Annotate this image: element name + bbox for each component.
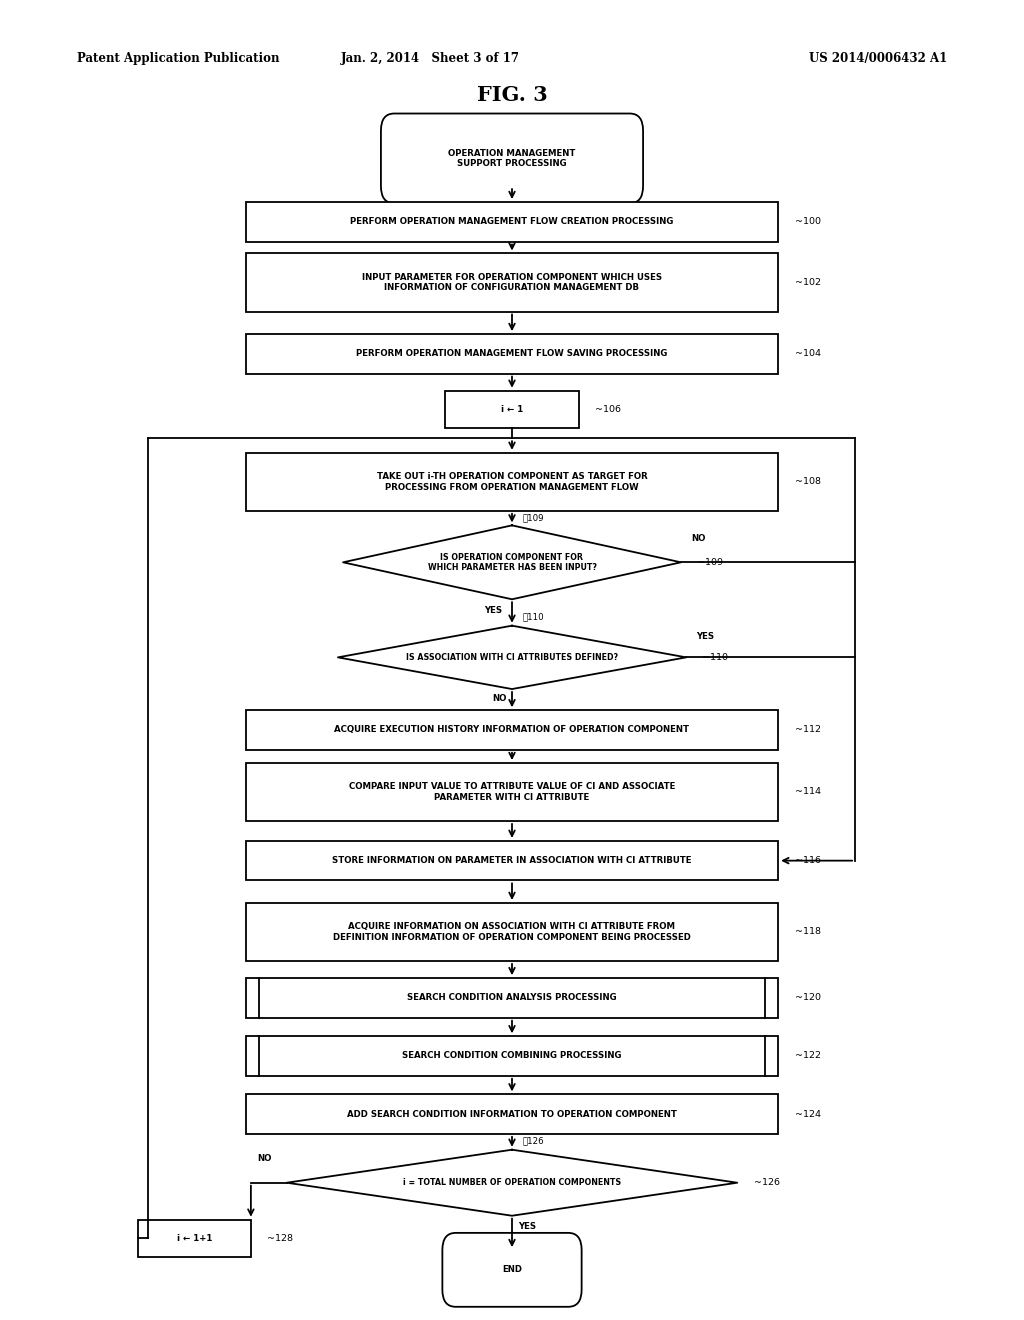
Text: ~128: ~128 [267, 1234, 293, 1242]
Text: ~112: ~112 [795, 726, 820, 734]
Text: ~100: ~100 [795, 218, 820, 226]
Text: ~108: ~108 [795, 478, 820, 486]
FancyBboxPatch shape [442, 1233, 582, 1307]
Text: ⤶109: ⤶109 [522, 513, 544, 523]
Text: ACQUIRE INFORMATION ON ASSOCIATION WITH CI ATTRIBUTE FROM
DEFINITION INFORMATION: ACQUIRE INFORMATION ON ASSOCIATION WITH … [333, 923, 691, 941]
Text: YES: YES [484, 606, 503, 615]
Text: ~124: ~124 [795, 1110, 820, 1118]
Text: SEARCH CONDITION ANALYSIS PROCESSING: SEARCH CONDITION ANALYSIS PROCESSING [408, 994, 616, 1002]
FancyBboxPatch shape [381, 114, 643, 203]
Text: Patent Application Publication: Patent Application Publication [77, 51, 280, 65]
FancyBboxPatch shape [246, 453, 778, 511]
Text: ⤶126: ⤶126 [522, 1137, 544, 1146]
Text: COMPARE INPUT VALUE TO ATTRIBUTE VALUE OF CI AND ASSOCIATE
PARAMETER WITH CI ATT: COMPARE INPUT VALUE TO ATTRIBUTE VALUE O… [349, 783, 675, 801]
Text: NO: NO [493, 694, 507, 704]
Text: ~118: ~118 [795, 928, 820, 936]
Text: IS ASSOCIATION WITH CI ATTRIBUTES DEFINED?: IS ASSOCIATION WITH CI ATTRIBUTES DEFINE… [406, 653, 618, 661]
Polygon shape [343, 525, 681, 599]
Text: ~120: ~120 [795, 994, 820, 1002]
FancyBboxPatch shape [246, 334, 778, 374]
Text: US 2014/0006432 A1: US 2014/0006432 A1 [809, 51, 947, 65]
Text: STORE INFORMATION ON PARAMETER IN ASSOCIATION WITH CI ATTRIBUTE: STORE INFORMATION ON PARAMETER IN ASSOCI… [332, 857, 692, 865]
Text: ~116: ~116 [795, 857, 820, 865]
Text: i ← 1: i ← 1 [501, 405, 523, 413]
FancyBboxPatch shape [246, 1036, 778, 1076]
Text: TAKE OUT i-TH OPERATION COMPONENT AS TARGET FOR
PROCESSING FROM OPERATION MANAGE: TAKE OUT i-TH OPERATION COMPONENT AS TAR… [377, 473, 647, 491]
Text: ~102: ~102 [795, 279, 820, 286]
FancyBboxPatch shape [246, 253, 778, 312]
FancyBboxPatch shape [246, 763, 778, 821]
Text: ADD SEARCH CONDITION INFORMATION TO OPERATION COMPONENT: ADD SEARCH CONDITION INFORMATION TO OPER… [347, 1110, 677, 1118]
Text: YES: YES [696, 632, 715, 640]
Text: ⤶110: ⤶110 [522, 612, 544, 622]
FancyBboxPatch shape [246, 903, 778, 961]
Text: NO: NO [257, 1155, 271, 1163]
Text: NO: NO [691, 535, 706, 543]
FancyBboxPatch shape [445, 391, 579, 428]
FancyBboxPatch shape [246, 202, 778, 242]
Polygon shape [287, 1150, 737, 1216]
Text: PERFORM OPERATION MANAGEMENT FLOW CREATION PROCESSING: PERFORM OPERATION MANAGEMENT FLOW CREATI… [350, 218, 674, 226]
Text: ACQUIRE EXECUTION HISTORY INFORMATION OF OPERATION COMPONENT: ACQUIRE EXECUTION HISTORY INFORMATION OF… [335, 726, 689, 734]
FancyBboxPatch shape [246, 710, 778, 750]
Text: YES: YES [518, 1222, 537, 1232]
FancyBboxPatch shape [138, 1220, 251, 1257]
Text: ~114: ~114 [795, 788, 820, 796]
Text: FIG. 3: FIG. 3 [476, 84, 548, 106]
Text: INPUT PARAMETER FOR OPERATION COMPONENT WHICH USES
INFORMATION OF CONFIGURATION : INPUT PARAMETER FOR OPERATION COMPONENT … [361, 273, 663, 292]
Text: IS OPERATION COMPONENT FOR
WHICH PARAMETER HAS BEEN INPUT?: IS OPERATION COMPONENT FOR WHICH PARAMET… [427, 553, 597, 572]
Text: END: END [502, 1266, 522, 1274]
Text: ~104: ~104 [795, 350, 820, 358]
Text: ~110: ~110 [702, 653, 728, 661]
Text: ~126: ~126 [754, 1179, 779, 1187]
FancyBboxPatch shape [246, 1094, 778, 1134]
Text: Jan. 2, 2014   Sheet 3 of 17: Jan. 2, 2014 Sheet 3 of 17 [341, 51, 519, 65]
FancyBboxPatch shape [246, 978, 778, 1018]
Text: OPERATION MANAGEMENT
SUPPORT PROCESSING: OPERATION MANAGEMENT SUPPORT PROCESSING [449, 149, 575, 168]
Text: i ← 1+1: i ← 1+1 [177, 1234, 212, 1242]
Text: ~122: ~122 [795, 1052, 820, 1060]
Text: i = TOTAL NUMBER OF OPERATION COMPONENTS: i = TOTAL NUMBER OF OPERATION COMPONENTS [402, 1179, 622, 1187]
Text: ~109: ~109 [697, 558, 723, 566]
FancyBboxPatch shape [246, 841, 778, 880]
Polygon shape [338, 626, 686, 689]
Text: SEARCH CONDITION COMBINING PROCESSING: SEARCH CONDITION COMBINING PROCESSING [402, 1052, 622, 1060]
Text: PERFORM OPERATION MANAGEMENT FLOW SAVING PROCESSING: PERFORM OPERATION MANAGEMENT FLOW SAVING… [356, 350, 668, 358]
Text: ~106: ~106 [595, 405, 621, 413]
